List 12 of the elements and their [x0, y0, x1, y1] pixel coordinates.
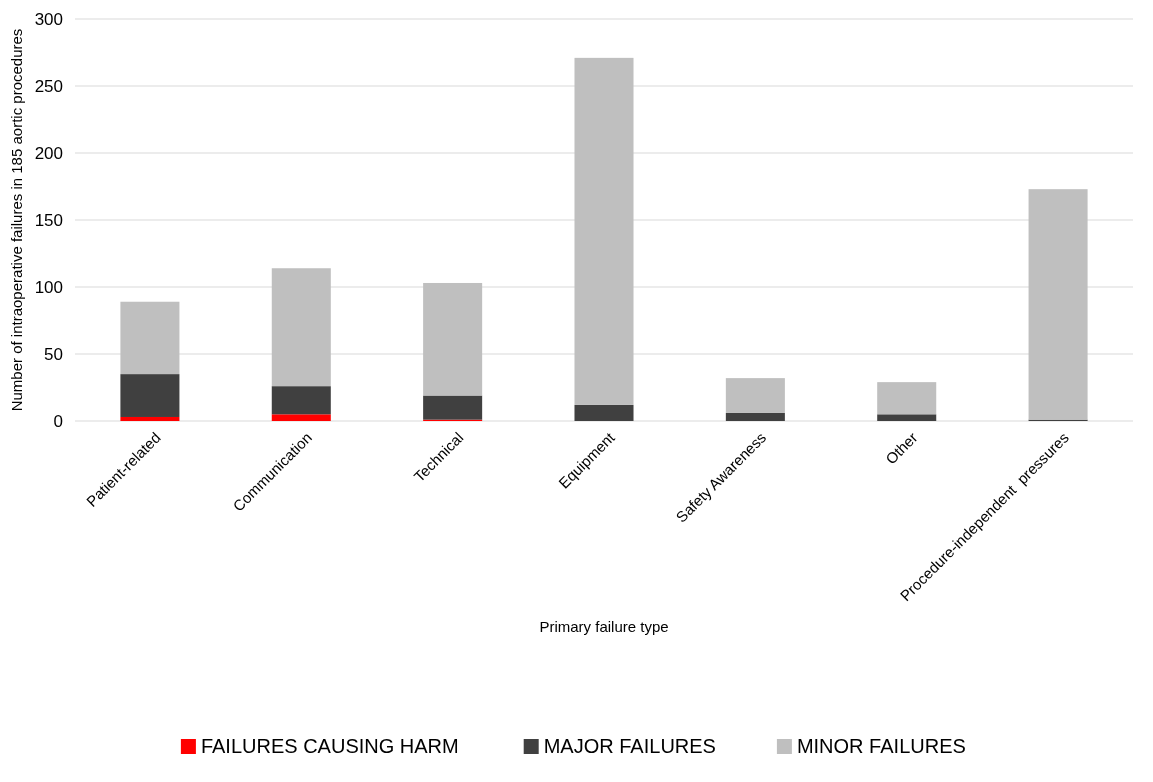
- y-tick-label: 50: [44, 344, 63, 364]
- x-axis-title: Primary failure type: [539, 618, 669, 635]
- y-tick-label: 100: [34, 277, 63, 297]
- y-tick-label: 250: [34, 76, 63, 96]
- y-tick-label: 300: [34, 9, 63, 29]
- legend-label: MINOR FAILURES: [796, 735, 966, 757]
- y-axis-title: Number of intraoperative failures in 185 aortic procedures: [8, 28, 25, 412]
- legend-label: FAILURES CAUSING HARM: [200, 735, 459, 757]
- y-tick-label: 150: [34, 210, 63, 230]
- y-tick-label: 200: [34, 143, 63, 163]
- legend-label: MAJOR FAILURES: [543, 735, 716, 757]
- y-tick-label: 0: [53, 411, 63, 431]
